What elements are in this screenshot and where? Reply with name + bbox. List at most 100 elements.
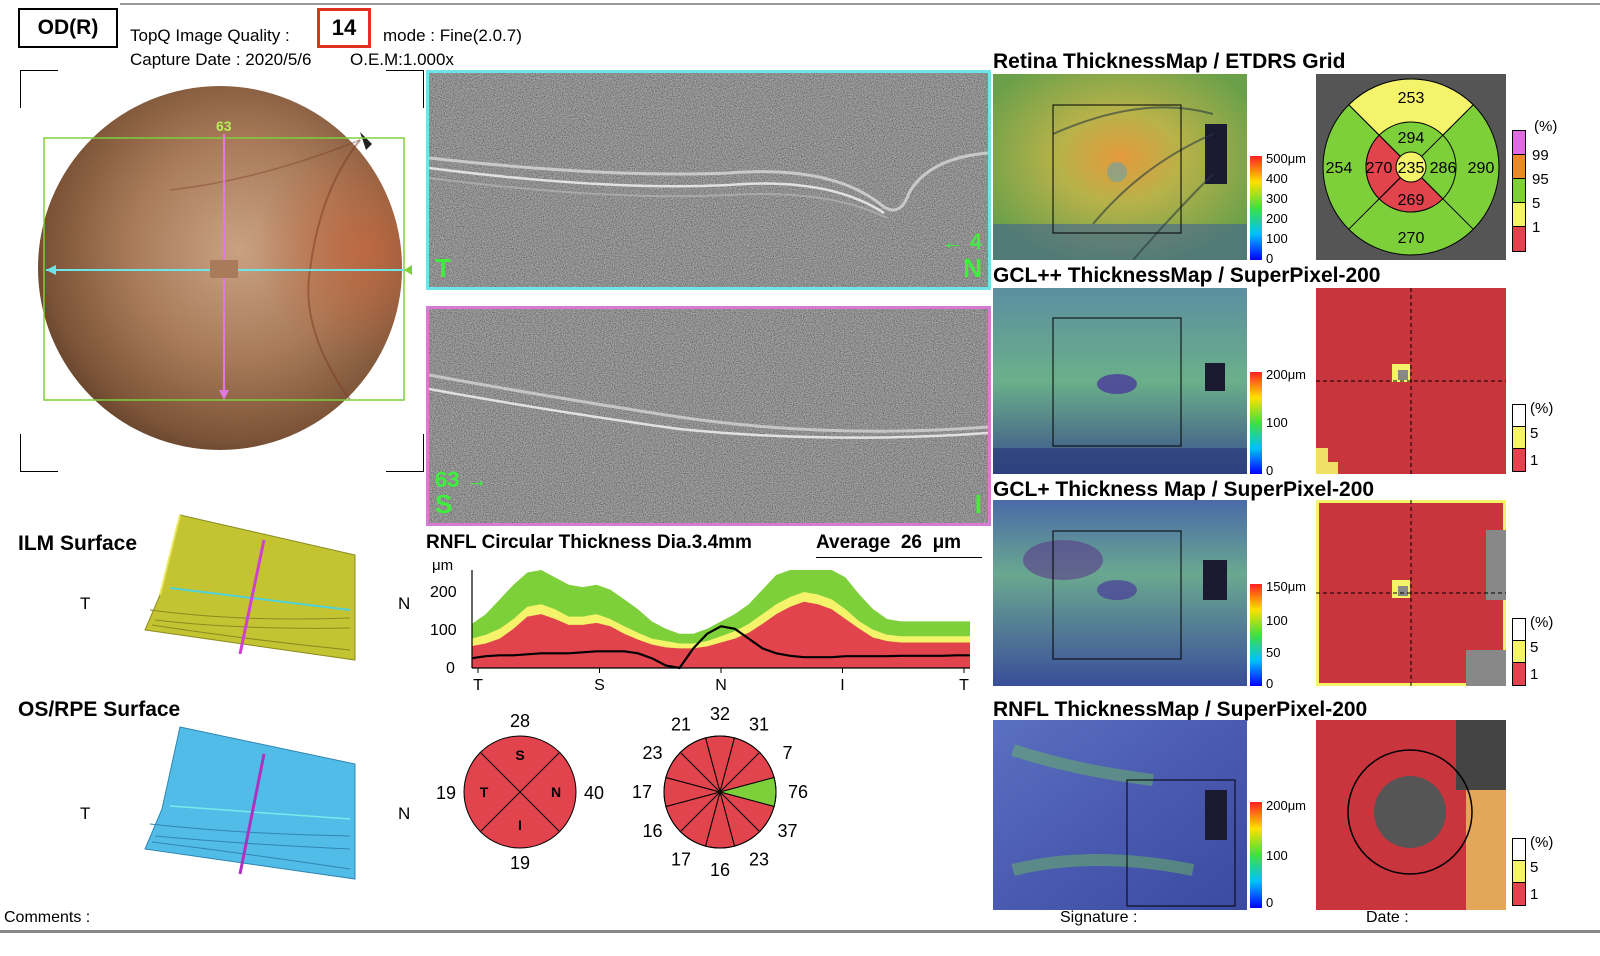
- clock-value: 16: [710, 860, 730, 878]
- etdrs-legend-title: (%): [1534, 118, 1558, 135]
- rnfl-scale-2: 0: [1266, 895, 1274, 910]
- fundus-scan-number: 63: [216, 118, 232, 134]
- rnfl-legend-white: [1512, 838, 1526, 862]
- gclpp-legend-5: 5: [1530, 425, 1539, 442]
- gclpp-superpixel-map: [1316, 288, 1506, 474]
- rnfl-map-title: RNFL ThicknessMap / SuperPixel-200: [993, 698, 1368, 721]
- rnfl-legend: (%) 5 1: [1510, 834, 1590, 910]
- oct-vertical-scan: S I 63 →: [426, 306, 991, 526]
- rnfl-average: Average 26 μm: [816, 532, 982, 558]
- clock-value: 23: [749, 850, 769, 870]
- gclp-legend-white: [1512, 618, 1526, 642]
- bottom-rule: [0, 930, 1600, 933]
- clock-value: 17: [671, 850, 691, 870]
- gclpp-legend-yellow: [1512, 426, 1526, 450]
- gclp-legend-title: (%): [1530, 614, 1554, 631]
- clock-value: 7: [782, 743, 792, 763]
- gclpp-color-scale: [1250, 372, 1262, 474]
- gclpp-legend: (%) 5 1: [1510, 400, 1590, 476]
- eye-badge: OD(R): [18, 8, 118, 48]
- rpe-surface-title: OS/RPE Surface: [18, 698, 181, 721]
- fundus-image: [19, 69, 425, 473]
- retina-color-scale: [1250, 156, 1262, 260]
- rnfl-scale-1: 100: [1266, 848, 1288, 863]
- clock-value: 37: [777, 821, 797, 841]
- legend-5-label: 5: [1532, 195, 1541, 212]
- retina-thickness-map: [993, 74, 1247, 260]
- ilm-surface-image: [144, 514, 356, 661]
- rnfl-superpixel-map: [1316, 720, 1506, 910]
- retina-scale-4: 100: [1266, 231, 1288, 246]
- etdrs-inner-nasal-value: 286: [1430, 160, 1457, 177]
- rnfl-y-tick-200: 200: [430, 584, 457, 601]
- gclp-scale-0: 150μm: [1266, 579, 1307, 594]
- oct-horizontal-right-label: N: [963, 253, 982, 283]
- legend-5-swatch: [1512, 178, 1526, 204]
- clock-value: 76: [788, 782, 808, 802]
- rnfl-thickness-map: [993, 720, 1247, 910]
- ilm-left-label: T: [80, 594, 91, 613]
- etdrs-outer-superior-value: 253: [1398, 90, 1425, 107]
- gclp-thickness-map: [993, 500, 1247, 686]
- etdrs-center: [1395, 151, 1427, 183]
- clock-value: 32: [710, 706, 730, 724]
- rnfl-y-tick-0: 0: [446, 660, 455, 677]
- rnfl-legend-title: (%): [1530, 834, 1554, 851]
- quadrant-label-n: N: [551, 784, 561, 800]
- rnfl-legend-1: 1: [1530, 886, 1539, 903]
- quality-label: TopQ Image Quality :: [130, 26, 290, 45]
- arrow-right-icon: →: [465, 467, 488, 492]
- clock-value: 16: [642, 821, 662, 841]
- gclpp-thickness-map: [993, 288, 1247, 474]
- legend-99-label: 99: [1532, 147, 1549, 164]
- rnfl-y-tick-100: 100: [430, 622, 457, 639]
- etdrs-legend: (%) 99 95 5 1: [1510, 118, 1590, 258]
- rnfl-legend-red: [1512, 882, 1526, 906]
- gclp-legend-5: 5: [1530, 639, 1539, 656]
- retina-scale-0: 500μm: [1266, 151, 1307, 166]
- etdrs-inner-temporal-value: 270: [1366, 160, 1393, 177]
- clock-outline: [663, 735, 777, 849]
- etdrs-center-value: 235: [1398, 160, 1425, 177]
- gclpp-scale-2: 0: [1266, 463, 1274, 478]
- oct-vertical-left-label: S: [435, 489, 453, 519]
- retina-scale-3: 200: [1266, 211, 1288, 226]
- oct-vertical-right-label: I: [974, 489, 982, 519]
- gclp-map-title: GCL+ Thickness Map / SuperPixel-200: [993, 478, 1375, 501]
- comments-label: Comments :: [4, 909, 91, 926]
- gclp-color-scale: [1250, 584, 1262, 686]
- rpe-right-label: N: [398, 804, 411, 823]
- quadrant-label-t: T: [480, 784, 489, 800]
- gclp-scale-3: 0: [1266, 676, 1274, 691]
- oct-horizontal-image: [429, 73, 988, 287]
- rnfl-y-unit: μm: [432, 557, 453, 574]
- ilm-right-label: N: [398, 594, 411, 613]
- gclp-legend-yellow: [1512, 640, 1526, 664]
- gclpp-legend-white: [1512, 404, 1526, 428]
- quadrant-label-i: I: [518, 817, 522, 833]
- gclp-scale-2: 50: [1266, 645, 1281, 660]
- legend-0-swatch: [1512, 226, 1526, 252]
- rnfl-x-tick-label: I: [840, 677, 844, 694]
- legend-1-label: 1: [1532, 219, 1541, 236]
- gclpp-scale-1: 100: [1266, 415, 1288, 430]
- arrow-left-icon: ←: [941, 229, 964, 254]
- legend-95-swatch: [1512, 154, 1526, 180]
- gclpp-legend-title: (%): [1530, 400, 1554, 417]
- gclpp-legend-1: 1: [1530, 452, 1539, 469]
- oct-horizontal-arrow-number: ← 4: [941, 229, 982, 254]
- clock-value: 23: [642, 743, 662, 763]
- rnfl-thickness-line: [471, 625, 970, 670]
- etdrs-inner-temporal: [1365, 134, 1412, 200]
- rpe-left-label: T: [80, 804, 91, 823]
- etdrs-grid: 235 294 270 286 269 253 254 290 270: [1316, 74, 1506, 260]
- quadrant-label-s: S: [515, 747, 524, 763]
- quadrant-value-t: 19: [436, 783, 456, 803]
- rnfl-x-tick-label: T: [959, 677, 969, 694]
- oct-horizontal-scan: T N ← 4: [426, 70, 991, 290]
- rnfl-chart-title: RNFL Circular Thickness Dia.3.4mm: [426, 532, 752, 553]
- scan-mode: mode : Fine(2.0.7): [383, 26, 522, 45]
- etdrs-divider: [1421, 104, 1474, 157]
- rnfl-x-tick-label: S: [594, 677, 605, 694]
- legend-95-label: 95: [1532, 171, 1549, 188]
